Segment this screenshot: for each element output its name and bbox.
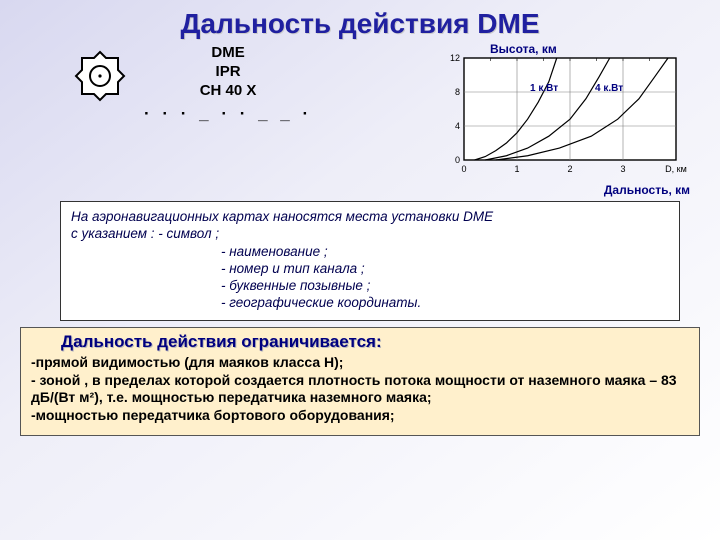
top-row: DME IPR CH 40 X · · · _ · · _ _ · Высота… (0, 46, 720, 181)
limit-title: Дальность действия ограничивается: (61, 332, 689, 352)
chart-x-axis-label: Дальность, км (0, 183, 690, 197)
info-with: с указанием : - символ ; (71, 225, 669, 242)
chart-svg: 0123D, км048121 к.Вт4 к.Вт16 к.Вт (430, 46, 690, 176)
info-item: - буквенные позывные ; (71, 277, 669, 294)
svg-text:1: 1 (514, 164, 519, 174)
svg-text:D, км: D, км (665, 164, 687, 174)
svg-text:12: 12 (450, 53, 460, 63)
svg-text:4 к.Вт: 4 к.Вт (595, 83, 623, 94)
svg-text:4: 4 (455, 121, 460, 131)
svg-text:3: 3 (620, 164, 625, 174)
info-item: - географические координаты. (71, 294, 669, 311)
svg-text:1 к.Вт: 1 к.Вт (530, 83, 558, 94)
dme-symbol-block: DME IPR CH 40 X · · · _ · · _ _ · (70, 46, 312, 124)
svg-text:0: 0 (455, 155, 460, 165)
svg-text:0: 0 (461, 164, 466, 174)
limit-body: -прямой видимостью (для маяков класса Н)… (31, 354, 689, 426)
page-title: Дальность действия DME (0, 0, 720, 40)
range-chart: Высота, км 0123D, км048121 к.Вт4 к.Вт16 … (430, 46, 690, 181)
dme-compass-icon (70, 46, 130, 108)
info-item: - номер и тип канала ; (71, 260, 669, 277)
dme-label-3: CH 40 X (144, 82, 312, 101)
svg-text:2: 2 (567, 164, 572, 174)
dme-label-1: DME (144, 44, 312, 63)
morse-code: · · · _ · · _ _ · (144, 104, 312, 124)
limit-box: Дальность действия ограничивается: -прям… (20, 327, 700, 437)
dme-label-2: IPR (144, 63, 312, 82)
info-lead: На аэронавигационных картах наносятся ме… (71, 208, 669, 225)
dme-symbol-labels: DME IPR CH 40 X (144, 44, 312, 100)
info-item: - наименование ; (71, 243, 669, 260)
info-box: На аэронавигационных картах наносятся ме… (60, 201, 680, 321)
chart-y-axis-label: Высота, км (490, 42, 557, 56)
svg-text:8: 8 (455, 87, 460, 97)
